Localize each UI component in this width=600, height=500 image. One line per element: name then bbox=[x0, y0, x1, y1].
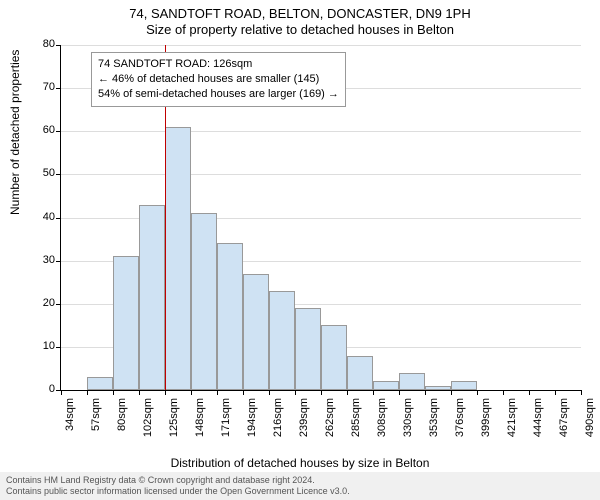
x-tick-label: 285sqm bbox=[350, 398, 362, 458]
y-tick-mark bbox=[56, 261, 61, 262]
footer-attribution: Contains HM Land Registry data © Crown c… bbox=[0, 472, 600, 500]
chart-title-sub: Size of property relative to detached ho… bbox=[0, 22, 600, 37]
x-tick-label: 239sqm bbox=[298, 398, 310, 458]
histogram-bar bbox=[425, 386, 451, 390]
x-tick-mark bbox=[503, 390, 504, 395]
histogram-bar bbox=[295, 308, 321, 390]
annotation-box: 74 SANDTOFT ROAD: 126sqm← 46% of detache… bbox=[91, 52, 346, 107]
x-tick-label: 102sqm bbox=[142, 398, 154, 458]
grid-line bbox=[61, 131, 581, 132]
x-tick-mark bbox=[477, 390, 478, 395]
x-tick-label: 125sqm bbox=[168, 398, 180, 458]
x-tick-mark bbox=[529, 390, 530, 395]
y-tick-label: 70 bbox=[25, 81, 55, 93]
y-tick-mark bbox=[56, 347, 61, 348]
y-tick-label: 10 bbox=[25, 340, 55, 352]
y-tick-mark bbox=[56, 131, 61, 132]
grid-line bbox=[61, 45, 581, 46]
histogram-bar bbox=[243, 274, 269, 390]
x-tick-label: 148sqm bbox=[194, 398, 206, 458]
x-tick-label: 399sqm bbox=[480, 398, 492, 458]
histogram-bar bbox=[87, 377, 113, 390]
x-tick-label: 194sqm bbox=[246, 398, 258, 458]
x-tick-label: 490sqm bbox=[584, 398, 596, 458]
x-tick-mark bbox=[295, 390, 296, 395]
histogram-bar bbox=[191, 213, 217, 390]
x-tick-mark bbox=[347, 390, 348, 395]
grid-line bbox=[61, 174, 581, 175]
plot-area: 74 SANDTOFT ROAD: 126sqm← 46% of detache… bbox=[60, 45, 581, 391]
y-tick-mark bbox=[56, 45, 61, 46]
histogram-bar bbox=[399, 373, 425, 390]
y-tick-mark bbox=[56, 174, 61, 175]
chart-container: 74, SANDTOFT ROAD, BELTON, DONCASTER, DN… bbox=[0, 0, 600, 500]
x-tick-label: 376sqm bbox=[454, 398, 466, 458]
histogram-bar bbox=[217, 243, 243, 390]
footer-line-1: Contains HM Land Registry data © Crown c… bbox=[6, 475, 594, 486]
x-tick-mark bbox=[581, 390, 582, 395]
histogram-bar bbox=[165, 127, 191, 390]
y-tick-label: 40 bbox=[25, 211, 55, 223]
histogram-bar bbox=[269, 291, 295, 390]
annotation-line-2: ← 46% of detached houses are smaller (14… bbox=[98, 72, 339, 87]
x-tick-mark bbox=[451, 390, 452, 395]
x-tick-mark bbox=[217, 390, 218, 395]
x-tick-mark bbox=[61, 390, 62, 395]
annotation-line-3: 54% of semi-detached houses are larger (… bbox=[98, 87, 339, 102]
x-tick-mark bbox=[555, 390, 556, 395]
histogram-bar bbox=[373, 381, 399, 390]
y-axis-label: Number of detached properties bbox=[8, 50, 22, 215]
y-tick-label: 60 bbox=[25, 124, 55, 136]
x-tick-label: 80sqm bbox=[116, 398, 128, 458]
x-tick-mark bbox=[87, 390, 88, 395]
x-tick-mark bbox=[269, 390, 270, 395]
histogram-bar bbox=[139, 205, 165, 390]
chart-title-main: 74, SANDTOFT ROAD, BELTON, DONCASTER, DN… bbox=[0, 6, 600, 21]
histogram-bar bbox=[113, 256, 139, 390]
x-tick-label: 353sqm bbox=[428, 398, 440, 458]
x-tick-label: 216sqm bbox=[272, 398, 284, 458]
x-tick-label: 171sqm bbox=[220, 398, 232, 458]
x-tick-label: 330sqm bbox=[402, 398, 414, 458]
x-tick-mark bbox=[113, 390, 114, 395]
x-tick-mark bbox=[139, 390, 140, 395]
y-tick-label: 80 bbox=[25, 38, 55, 50]
x-tick-label: 262sqm bbox=[324, 398, 336, 458]
x-axis-label: Distribution of detached houses by size … bbox=[0, 456, 600, 470]
x-tick-label: 467sqm bbox=[558, 398, 570, 458]
x-tick-mark bbox=[399, 390, 400, 395]
histogram-bar bbox=[451, 381, 477, 390]
x-tick-mark bbox=[373, 390, 374, 395]
x-tick-label: 57sqm bbox=[90, 398, 102, 458]
y-tick-mark bbox=[56, 218, 61, 219]
x-tick-label: 34sqm bbox=[64, 398, 76, 458]
histogram-bar bbox=[347, 356, 373, 391]
y-tick-mark bbox=[56, 304, 61, 305]
y-tick-label: 30 bbox=[25, 254, 55, 266]
footer-line-2: Contains public sector information licen… bbox=[6, 486, 594, 497]
y-tick-label: 20 bbox=[25, 297, 55, 309]
x-tick-mark bbox=[425, 390, 426, 395]
histogram-bar bbox=[321, 325, 347, 390]
y-tick-label: 50 bbox=[25, 167, 55, 179]
x-tick-label: 308sqm bbox=[376, 398, 388, 458]
y-tick-mark bbox=[56, 88, 61, 89]
annotation-line-1: 74 SANDTOFT ROAD: 126sqm bbox=[98, 57, 339, 72]
y-tick-label: 0 bbox=[25, 383, 55, 395]
x-tick-mark bbox=[191, 390, 192, 395]
x-tick-mark bbox=[321, 390, 322, 395]
x-tick-mark bbox=[165, 390, 166, 395]
x-tick-label: 421sqm bbox=[506, 398, 518, 458]
x-tick-mark bbox=[243, 390, 244, 395]
x-tick-label: 444sqm bbox=[532, 398, 544, 458]
